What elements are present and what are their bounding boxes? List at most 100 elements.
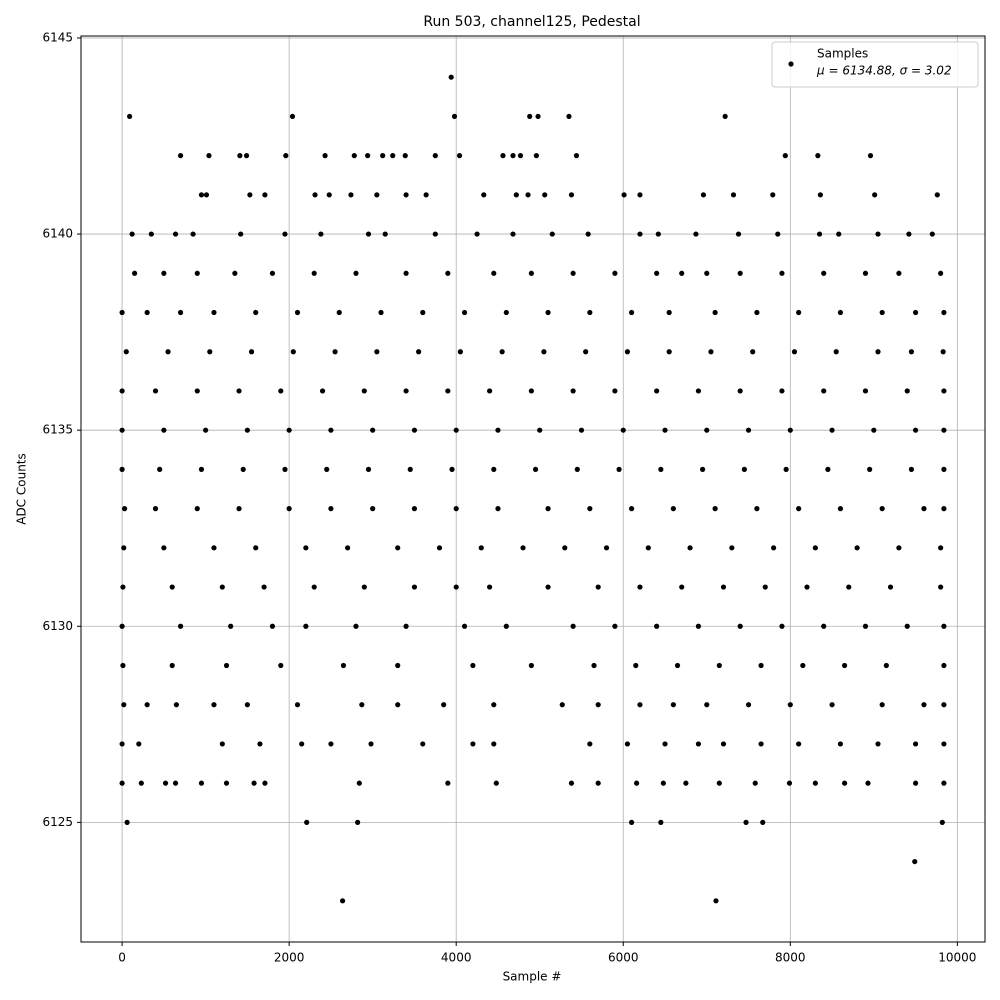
data-point (875, 741, 881, 747)
data-point (353, 270, 359, 276)
data-point (328, 741, 334, 747)
data-point (655, 231, 661, 237)
data-point (545, 309, 551, 316)
data-point (941, 741, 947, 747)
data-point (207, 349, 213, 355)
data-point (491, 702, 497, 708)
data-point (206, 153, 212, 159)
data-point (345, 545, 351, 551)
x-axis-label: Sample # (503, 970, 562, 984)
data-point (326, 192, 332, 198)
data-point (198, 192, 205, 198)
data-point (172, 231, 179, 237)
data-point (441, 702, 447, 708)
data-point (286, 506, 292, 512)
data-point (762, 584, 768, 590)
data-point (662, 741, 668, 747)
data-point (837, 309, 844, 316)
data-point (562, 545, 568, 551)
data-point (829, 427, 835, 433)
data-point (712, 506, 718, 512)
data-point (211, 702, 217, 708)
y-tick-label: 6140 (42, 227, 73, 241)
data-point (595, 780, 601, 786)
data-point (687, 545, 693, 551)
data-point (941, 506, 947, 512)
data-point (666, 349, 672, 355)
data-point (303, 545, 309, 551)
data-point (374, 192, 380, 198)
data-point (862, 388, 869, 394)
data-point (841, 780, 848, 786)
data-point (119, 623, 125, 629)
data-point (786, 780, 793, 786)
data-point (407, 466, 413, 472)
data-point (528, 662, 534, 669)
data-point (875, 231, 881, 237)
data-point (262, 780, 268, 786)
data-point (616, 466, 622, 472)
y-tick-label: 6135 (42, 423, 73, 437)
data-point (491, 270, 497, 276)
data-point (453, 506, 459, 512)
data-point (621, 192, 627, 198)
data-point (815, 153, 821, 159)
data-point (941, 702, 947, 708)
data-point (929, 231, 935, 237)
data-point (779, 388, 785, 394)
data-point (679, 270, 685, 276)
data-point (662, 427, 668, 433)
data-point (745, 427, 752, 433)
data-point (161, 270, 167, 276)
data-point (136, 741, 142, 747)
data-point (542, 192, 548, 198)
data-point (741, 466, 747, 472)
data-point (499, 349, 505, 355)
x-tick-label: 2000 (274, 951, 305, 965)
data-point (361, 388, 367, 394)
data-point (875, 349, 881, 355)
data-point (796, 506, 802, 512)
data-point (941, 623, 947, 629)
data-point (912, 780, 919, 786)
y-tick-label: 6145 (42, 30, 73, 44)
data-point (322, 153, 328, 159)
data-point (821, 388, 827, 394)
data-point (395, 545, 401, 551)
data-point (545, 584, 551, 590)
data-point (585, 231, 591, 237)
data-point (612, 388, 618, 394)
data-point (758, 662, 764, 669)
data-point (578, 427, 585, 433)
data-point (211, 309, 217, 316)
data-point (311, 270, 317, 276)
data-point (758, 741, 764, 747)
data-point (833, 349, 839, 355)
data-point (510, 153, 516, 159)
data-point (525, 192, 531, 198)
data-point (500, 153, 506, 159)
data-point (294, 702, 301, 708)
data-point (645, 545, 651, 551)
data-point (887, 584, 894, 590)
data-point (382, 231, 388, 237)
data-point (941, 388, 947, 394)
data-point (908, 466, 915, 472)
data-point (654, 388, 660, 394)
data-point (737, 623, 743, 629)
data-point (629, 506, 635, 512)
data-point (879, 702, 885, 708)
data-point (695, 741, 702, 747)
data-point (760, 819, 766, 825)
data-point (223, 780, 230, 786)
data-point (432, 153, 438, 159)
data-point (938, 545, 944, 551)
data-point (311, 584, 317, 590)
data-point (491, 466, 497, 472)
data-point (693, 231, 699, 237)
data-point (162, 780, 169, 786)
data-point (595, 584, 601, 590)
data-point (775, 231, 781, 237)
data-point (144, 309, 150, 316)
